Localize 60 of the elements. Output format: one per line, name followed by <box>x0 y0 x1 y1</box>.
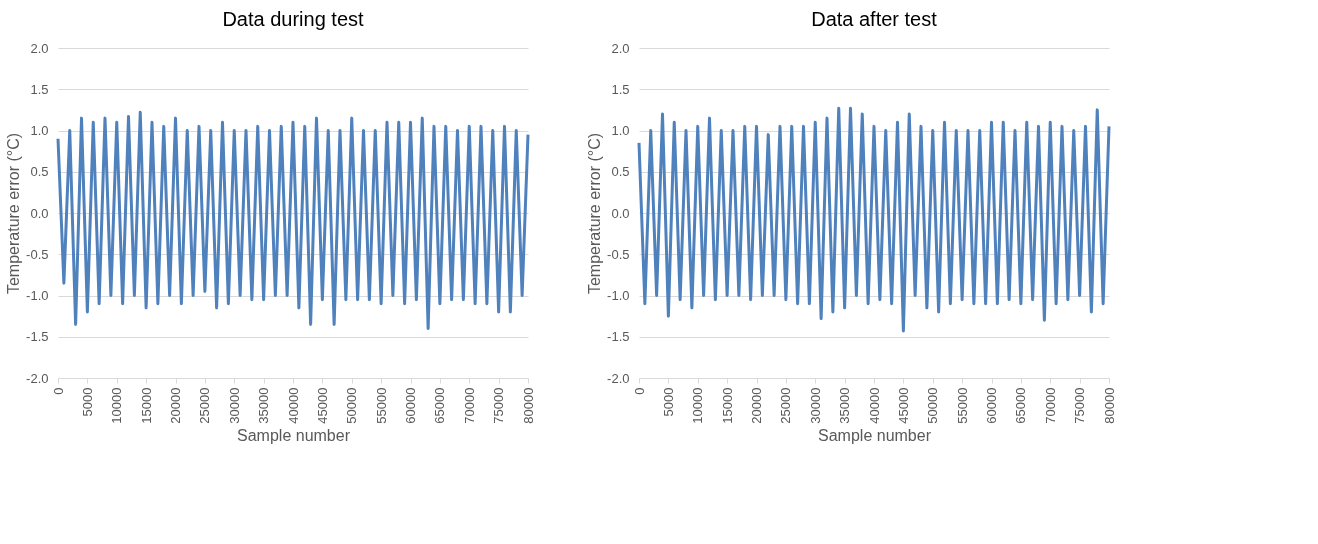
chart-title: Data during test <box>222 8 365 30</box>
x-tick-label: 60000 <box>984 387 999 424</box>
y-tick-label: 0.5 <box>611 164 630 180</box>
x-tick-label: 5000 <box>660 387 676 417</box>
y-tick-label: 2.0 <box>30 40 49 56</box>
x-tick-label: 25000 <box>778 387 794 424</box>
y-tick-label: 1.5 <box>30 81 49 97</box>
x-tick-label: 55000 <box>954 387 970 424</box>
line-series <box>56 110 530 330</box>
x-axis-title: Sample number <box>818 426 932 444</box>
y-tick-label: 2.0 <box>611 40 630 56</box>
x-tick-label: 10000 <box>690 387 706 424</box>
y-tick-label: 1.0 <box>30 123 49 138</box>
y-tick-label: 1.5 <box>611 81 630 97</box>
x-tick-label: 20000 <box>749 387 764 424</box>
y-tick-label: -1.5 <box>26 329 49 345</box>
y-axis-title: Temperature error (°C) <box>5 132 23 295</box>
x-tick-label: 75000 <box>491 387 507 424</box>
x-tick-label: 15000 <box>719 387 735 424</box>
x-tick-label: 0 <box>631 387 647 395</box>
y-tick-label: -2.0 <box>26 370 49 386</box>
x-tick-label: 30000 <box>807 387 823 424</box>
y-tick-label: -0.5 <box>607 246 630 262</box>
x-tick-label: 80000 <box>520 387 536 424</box>
x-tick-label: 40000 <box>866 387 882 424</box>
x-tick-label: 40000 <box>285 387 301 424</box>
y-tick-label: 1.0 <box>611 123 630 138</box>
x-tick-label: 0 <box>50 387 66 395</box>
line-series <box>637 106 1111 333</box>
x-tick-label: 45000 <box>895 387 911 424</box>
x-tick-label: 75000 <box>1072 387 1088 424</box>
x-tick-label: 25000 <box>197 387 213 424</box>
x-tick-label: 60000 <box>403 387 418 424</box>
x-tick-label: 10000 <box>109 387 125 424</box>
chart-title: Data after test <box>811 8 938 30</box>
x-tick-label: 50000 <box>344 387 360 424</box>
y-tick-label: -1.5 <box>607 329 630 345</box>
x-tick-label: 30000 <box>226 387 242 424</box>
x-tick-label: 35000 <box>256 387 272 424</box>
x-tick-label: 45000 <box>314 387 330 424</box>
y-tick-label: -1.0 <box>607 288 630 303</box>
x-tick-label: 70000 <box>461 387 477 424</box>
y-tick-label: 0.5 <box>30 164 49 180</box>
y-tick-label: -2.0 <box>607 370 630 386</box>
x-tick-label: 20000 <box>168 387 183 424</box>
x-tick-label: 15000 <box>138 387 154 424</box>
x-tick-label: 5000 <box>79 387 95 417</box>
y-tick-label: 0.0 <box>30 205 49 221</box>
y-tick-label: -0.5 <box>26 246 49 262</box>
x-tick-label: 35000 <box>837 387 853 424</box>
x-axis-title: Sample number <box>237 426 351 444</box>
y-axis-title: Temperature error (°C) <box>586 132 604 295</box>
y-tick-label: 0.0 <box>611 205 630 221</box>
x-tick-label: 65000 <box>1013 387 1029 424</box>
x-tick-label: 55000 <box>373 387 389 424</box>
y-tick-label: -1.0 <box>26 288 49 303</box>
x-tick-label: 80000 <box>1101 387 1117 424</box>
x-tick-label: 50000 <box>925 387 941 424</box>
x-tick-label: 70000 <box>1042 387 1058 424</box>
x-tick-label: 65000 <box>432 387 448 424</box>
